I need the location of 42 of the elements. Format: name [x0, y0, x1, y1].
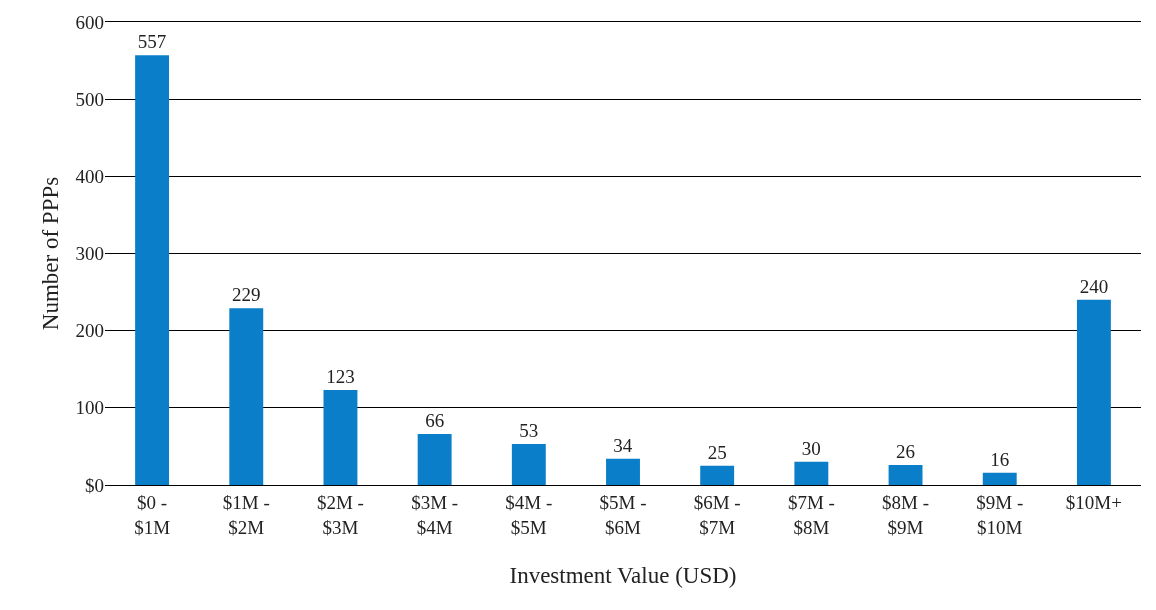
bar [700, 465, 735, 485]
x-tick-label: $2M - $3M [316, 491, 364, 538]
bar [417, 434, 452, 485]
y-axis-title: Number of PPPs [37, 176, 63, 331]
bar [1076, 299, 1111, 485]
y-tick-label: $0 [85, 474, 104, 496]
y-tick-label: 400 [75, 165, 104, 187]
x-tick-label: $4M - $5M [505, 491, 553, 538]
bar [323, 390, 358, 485]
x-tick-label: $1M - $2M [222, 491, 270, 538]
x-tick-label: $8M - $9M [882, 491, 930, 538]
bar [229, 308, 264, 485]
data-label: 557 [137, 31, 167, 53]
x-tick-label: $9M - $10M [976, 491, 1024, 538]
data-label: 30 [801, 437, 821, 459]
data-label: 123 [326, 366, 355, 388]
y-tick-label: 300 [75, 243, 104, 265]
bar [135, 55, 170, 485]
data-label: 25 [707, 441, 727, 463]
x-tick-label: $7M - $8M [787, 491, 835, 538]
x-tick-label: $6M - $7M [693, 491, 741, 538]
y-tick-label: 200 [75, 320, 104, 342]
x-tick-label: $5M - $6M [599, 491, 647, 538]
data-label: 34 [613, 434, 633, 456]
y-tick-label: 500 [75, 88, 104, 110]
data-label: 240 [1079, 275, 1109, 297]
x-tick-label: $0 - $1M [134, 491, 171, 538]
data-label: 53 [519, 420, 539, 442]
bar [982, 472, 1017, 485]
data-label: 229 [232, 284, 261, 306]
bar [888, 464, 923, 485]
x-tick-label: $10M+ [1065, 491, 1122, 513]
x-axis-title: Investment Value (USD) [509, 563, 737, 589]
bar [606, 458, 640, 485]
bar [511, 444, 546, 485]
data-label: 66 [425, 410, 445, 432]
y-tick-label: 100 [75, 397, 104, 419]
x-tick-label: $3M - $4M [411, 491, 459, 538]
data-label: 26 [896, 440, 916, 462]
bar [794, 461, 829, 485]
y-tick-label: 600 [75, 11, 104, 33]
data-label: 16 [990, 448, 1010, 470]
